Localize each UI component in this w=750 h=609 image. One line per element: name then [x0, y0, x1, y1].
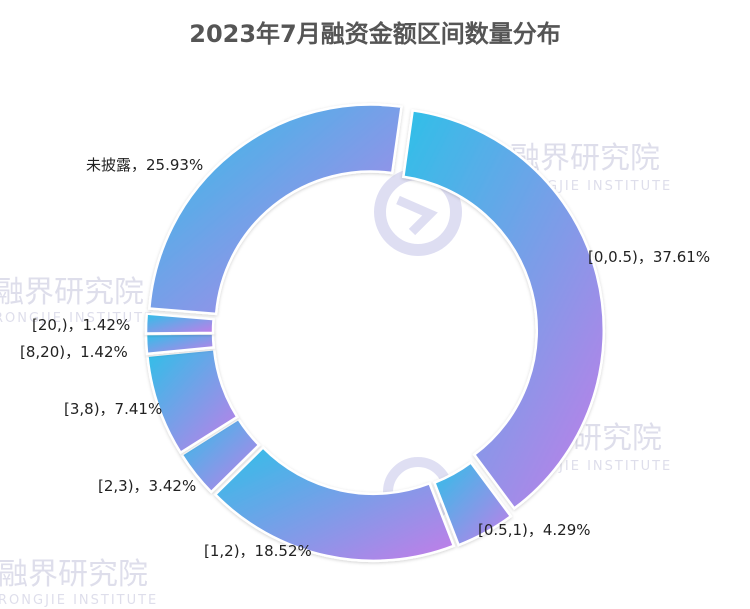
slice-label: [1,2)，18.52%	[204, 542, 312, 560]
slice-label: [0,0.5)，37.61%	[588, 248, 710, 266]
slice-label: [2,3)，3.42%	[98, 477, 196, 495]
slice-label: [3,8)，7.41%	[64, 400, 162, 418]
watermark-cn: 融界研究院	[0, 557, 148, 592]
slice-label: 未披露，25.93%	[86, 156, 203, 174]
slice-labels: [0,0.5)，37.61% [0.5,1)，4.29% [1,2)，18.52% […	[20, 156, 710, 560]
donut-slice[interactable]	[213, 445, 456, 563]
slice-label: [20,)，1.42%	[32, 316, 130, 334]
donut-slice[interactable]	[146, 347, 239, 455]
donut-slice[interactable]	[432, 460, 513, 547]
watermark-en: RONGJIE INSTITUTE	[0, 311, 154, 326]
donut-slices	[144, 103, 606, 563]
watermark-en: RONGJIE INSTITUTE	[0, 593, 158, 608]
donut-slice[interactable]	[401, 109, 606, 511]
donut-slice[interactable]	[148, 103, 403, 316]
donut-slice[interactable]	[144, 312, 215, 335]
watermark-layer: 融界研究院 RONGJIE INSTITUTE 融界研究院 RONGJIE IN…	[0, 141, 670, 608]
slice-label: [8,20)，1.42%	[20, 343, 128, 361]
slice-label: [0.5,1)，4.29%	[478, 521, 591, 539]
watermark-cn: 融界研究院	[0, 275, 144, 310]
chart-title: 2023年7月融资金额区间数量分布	[189, 20, 561, 48]
donut-slice[interactable]	[179, 417, 261, 494]
